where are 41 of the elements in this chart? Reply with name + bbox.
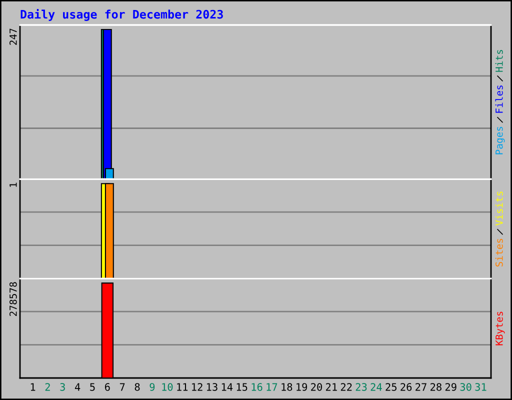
x-tick-label: 28 [430, 383, 442, 391]
text: Visits [495, 192, 503, 226]
x-tick-label: 30 [460, 383, 472, 391]
x-tick-label: 8 [134, 383, 140, 391]
x-tick-label: 20 [311, 383, 322, 391]
x-tick-label: 1 [30, 383, 36, 391]
x-tick-label: 18 [282, 383, 292, 391]
chart-title: Daily usage for December 2023 [20, 9, 223, 21]
x-tick-label: 22 [340, 383, 352, 391]
x-tick-label: 12 [192, 383, 202, 391]
text: Hits [495, 50, 503, 72]
x-tick-label: 2 [45, 383, 50, 391]
x-tick-label: 7 [120, 383, 125, 391]
x-tick-label: 5 [90, 383, 95, 391]
x-tick-label: 6 [104, 383, 110, 391]
x-tick-label: 3 [60, 383, 65, 391]
x-tick-label: 17 [266, 383, 278, 391]
x-tick-label: 27 [416, 383, 426, 391]
text: KBytes [496, 312, 505, 346]
x-tick-label: 10 [162, 383, 173, 391]
x-tick-label: 16 [252, 383, 262, 391]
legend-label: Pages [496, 126, 505, 154]
x-tick-label: 21 [326, 383, 337, 391]
legend-label: Files [495, 86, 503, 113]
x-tick-label: 14 [222, 383, 233, 391]
x-tick-label: 31 [475, 383, 486, 391]
text: 1 [10, 182, 17, 187]
x-tick-label: 19 [296, 383, 308, 391]
x-tick-label: 15 [236, 383, 248, 391]
x-tick-label: 24 [370, 383, 382, 391]
text: 278578 [9, 282, 17, 316]
text: 247 [9, 28, 17, 45]
x-tick-label: 23 [356, 383, 367, 391]
text: Sites [495, 238, 503, 266]
x-tick-label: 4 [74, 383, 80, 391]
x-tick-label: 13 [206, 383, 218, 391]
x-tick-label: 9 [150, 383, 155, 391]
x-tick-label: 29 [445, 383, 456, 391]
x-tick-label: 25 [386, 383, 397, 391]
x-tick-label: 26 [400, 383, 412, 391]
x-tick-label: 11 [177, 383, 188, 391]
